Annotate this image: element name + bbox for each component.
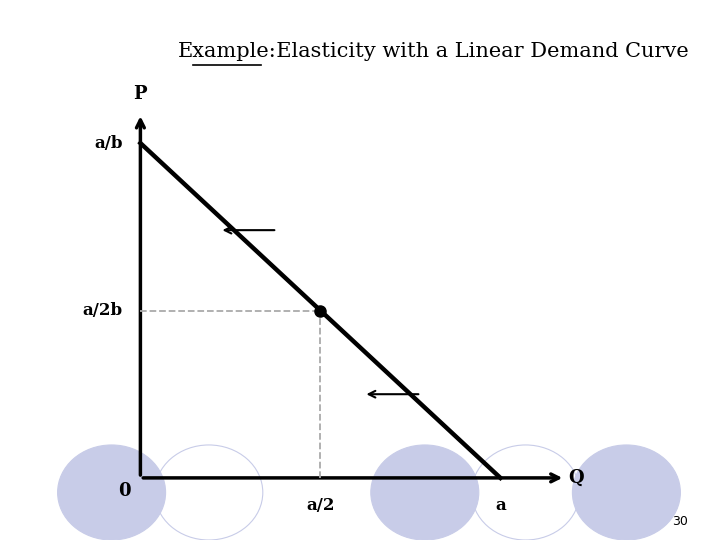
Ellipse shape <box>58 445 166 540</box>
Text: Elasticity with a Linear Demand Curve: Elasticity with a Linear Demand Curve <box>263 42 688 61</box>
Text: Q: Q <box>568 469 584 487</box>
Text: a: a <box>495 497 505 514</box>
Text: Example:: Example: <box>177 42 276 61</box>
Text: a/b: a/b <box>94 134 122 152</box>
Text: P: P <box>134 85 147 103</box>
Text: a/2b: a/2b <box>82 302 122 319</box>
Ellipse shape <box>572 445 680 540</box>
Text: 30: 30 <box>672 515 688 528</box>
Text: a/2: a/2 <box>306 497 335 514</box>
Text: 0: 0 <box>118 482 131 501</box>
Ellipse shape <box>371 445 479 540</box>
